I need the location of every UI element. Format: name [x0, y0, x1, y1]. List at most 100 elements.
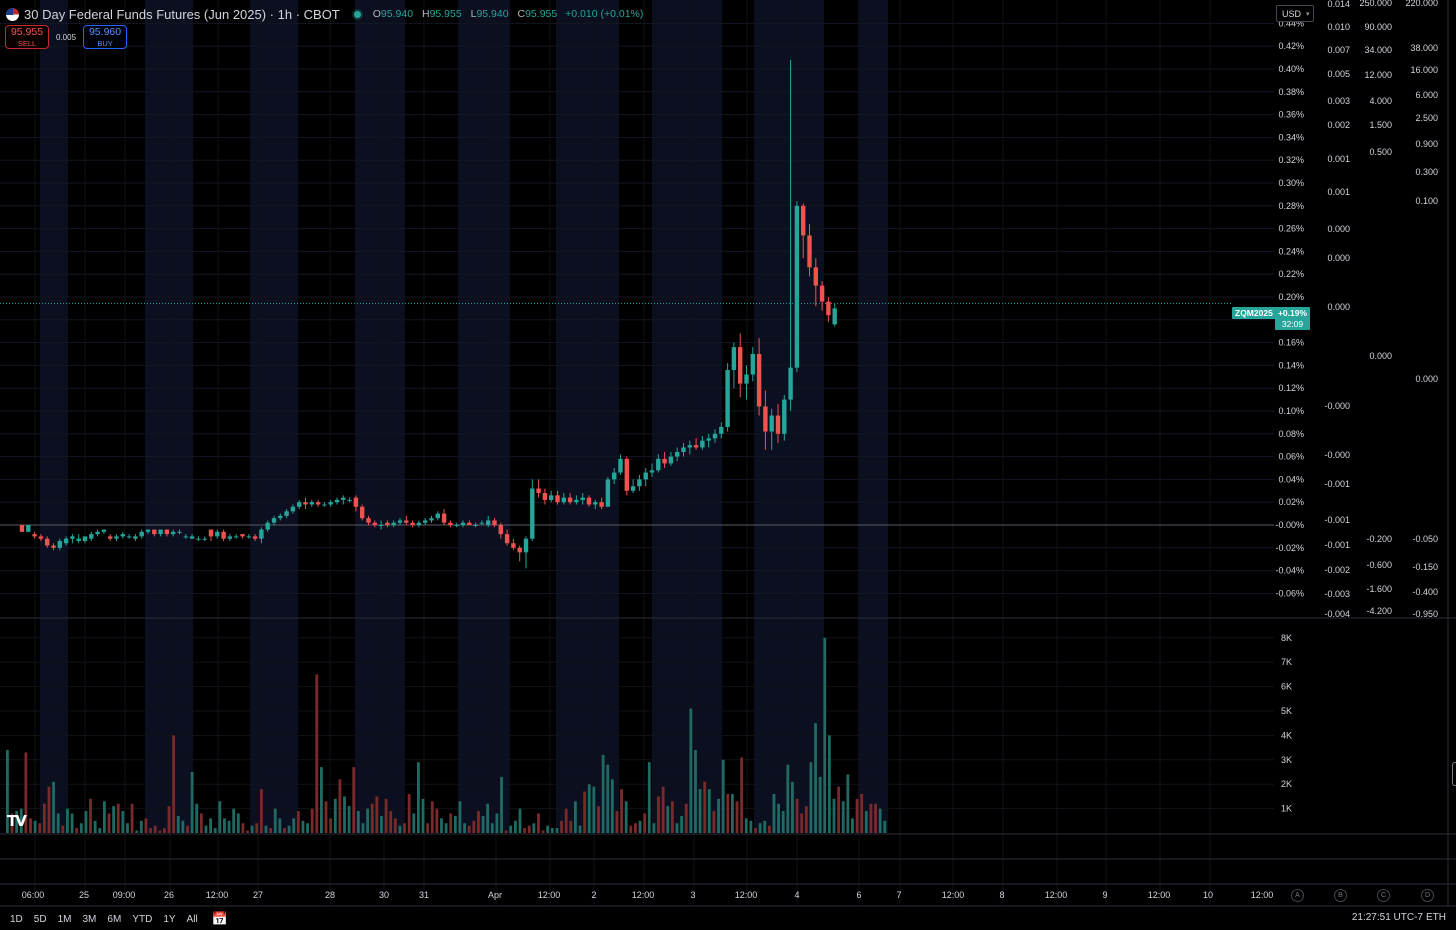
range-all[interactable]: All	[186, 913, 198, 925]
bar-countdown: 32:09	[1281, 318, 1304, 329]
overlay-tick: 34.000	[1364, 45, 1392, 55]
tradingview-logo-icon[interactable]: TV	[7, 812, 27, 830]
volume-bar	[509, 825, 513, 833]
volume-bar	[375, 796, 379, 833]
volume-bar	[366, 808, 370, 833]
range-1m[interactable]: 1M	[57, 913, 72, 925]
candle-body	[624, 458, 629, 491]
volume-tick: 7K	[1281, 657, 1292, 667]
volume-bar	[837, 786, 841, 833]
volume-axis[interactable]: 8K 7K 6K 5K 4K 3K 2K 1K	[1281, 633, 1292, 814]
volume-bar	[163, 828, 166, 833]
volume-bar	[550, 828, 554, 833]
volume-bar	[638, 820, 642, 833]
candle-body	[126, 536, 132, 538]
volume-bar	[343, 796, 346, 833]
price-tick: -0.00%	[1275, 520, 1304, 530]
candle-body	[341, 497, 346, 500]
currency-select[interactable]: USD ▾	[1276, 5, 1314, 22]
candle-body	[297, 502, 302, 507]
volume-bar	[864, 811, 868, 833]
scale-button-b[interactable]: B	[1334, 889, 1347, 902]
time-tick: 8	[999, 890, 1004, 900]
overlay-tick: -0.004	[1324, 609, 1350, 619]
time-tick: 7	[896, 890, 901, 900]
candle-body	[221, 531, 226, 539]
session-toggle[interactable]: ETH	[1426, 912, 1446, 923]
overlay-tick: 0.000	[1327, 224, 1350, 234]
candle-body	[662, 458, 667, 464]
overlay-tick: 12.000	[1364, 70, 1392, 80]
candle-body	[108, 536, 113, 539]
price-tick: 0.30%	[1278, 178, 1304, 188]
time-tick: 25	[79, 890, 89, 900]
volume-bar	[435, 808, 439, 833]
volume-bar	[735, 801, 739, 833]
scale-button-a[interactable]: A	[1291, 889, 1304, 902]
candle-body	[309, 502, 314, 505]
volume-bar	[666, 806, 670, 833]
volume-bar	[112, 806, 116, 833]
candle-body	[189, 536, 195, 539]
clock-display[interactable]: 21:27:51 UTC-7	[1351, 912, 1423, 923]
scale-button-d[interactable]: D	[1421, 889, 1434, 902]
candle-body	[328, 502, 333, 505]
volume-bar	[398, 825, 402, 833]
session-band	[858, 0, 888, 833]
symbol-header[interactable]: 30 Day Federal Funds Futures (Jun 2025) …	[6, 5, 643, 23]
volume-bar	[661, 786, 665, 833]
candle-body	[561, 497, 566, 503]
price-tick: -0.04%	[1275, 566, 1304, 576]
session-band	[145, 0, 193, 833]
candle-body	[120, 534, 125, 537]
candle-body	[700, 440, 705, 448]
volume-bar	[712, 811, 716, 833]
candle-body	[586, 497, 592, 505]
low-value: 95.940	[476, 8, 509, 20]
volume-bar	[283, 828, 286, 833]
candle-body	[303, 502, 308, 505]
price-axis[interactable]: 0.44% 0.42% 0.40% 0.38% 0.36% 0.34% 0.32% 0.30%…	[1275, 0, 1438, 619]
symbol-title[interactable]: 30 Day Federal Funds Futures (Jun 2025) …	[24, 6, 340, 22]
sell-button[interactable]: 95.955 SELL	[5, 25, 49, 49]
range-ytd[interactable]: YTD	[132, 913, 153, 925]
bottom-toolbar: 1D 5D 1M 3M 6M YTD 1Y All 📅 21:27:51 UTC…	[0, 908, 1456, 930]
candle-body	[731, 347, 737, 370]
time-tick: 09:00	[113, 890, 136, 900]
range-1d[interactable]: 1D	[10, 913, 23, 925]
candle-body	[668, 456, 674, 464]
time-tick: 06:00	[22, 890, 45, 900]
range-1y[interactable]: 1Y	[163, 913, 176, 925]
volume-bar	[481, 815, 485, 833]
candle-body	[152, 529, 157, 535]
volume-bar	[610, 779, 614, 833]
volume-bar	[652, 823, 656, 833]
volume-bar	[772, 793, 776, 833]
candle-body	[70, 536, 75, 539]
side-panel-handle[interactable]	[1452, 762, 1456, 786]
time-axis[interactable]: 06:00 25 09:00 26 12:00 27 28 30 31 Apr 12:00 2 12:0…	[22, 890, 1274, 900]
buy-button[interactable]: 95.960 BUY	[83, 25, 128, 49]
market-status-icon[interactable]	[353, 10, 361, 18]
calendar-goto-icon[interactable]: 📅	[211, 911, 228, 926]
volume-bar	[592, 786, 596, 833]
volume-bar	[259, 789, 263, 833]
volume-bar	[754, 828, 757, 833]
candle-body	[712, 433, 718, 439]
overlay-tick: 0.001	[1327, 187, 1350, 197]
overlay-tick: 6.000	[1415, 90, 1438, 100]
range-6m[interactable]: 6M	[107, 913, 122, 925]
scale-button-c[interactable]: C	[1377, 889, 1390, 902]
volume-bar	[449, 813, 453, 833]
candle-body	[706, 438, 711, 441]
candle-body	[756, 354, 762, 407]
candle-body	[404, 520, 409, 523]
volume-bar	[236, 813, 240, 833]
range-3m[interactable]: 3M	[82, 913, 97, 925]
price-tick: 0.32%	[1278, 155, 1304, 165]
time-tick: 26	[164, 890, 174, 900]
candle-body	[454, 525, 459, 526]
overlay-tick: 250.000	[1359, 0, 1392, 8]
range-5d[interactable]: 5D	[33, 913, 47, 925]
